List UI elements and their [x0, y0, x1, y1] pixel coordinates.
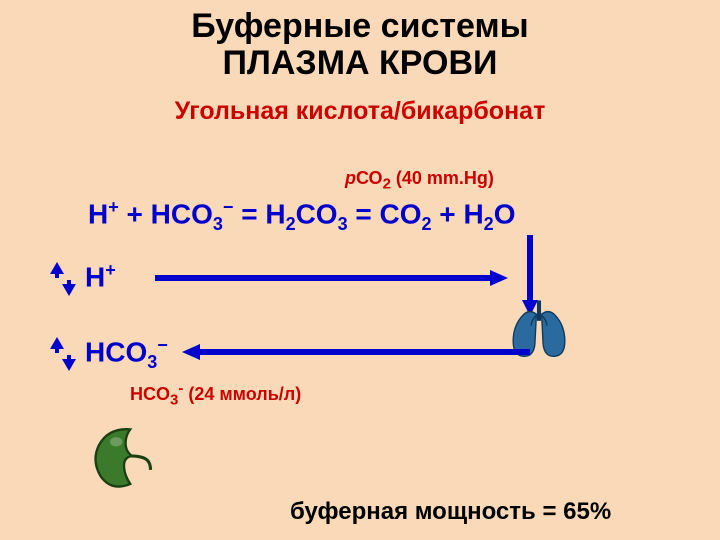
hco3-concentration-label: HCO3- (24 ммоль/л) [130, 380, 301, 409]
main-equation: H+ + HCO3− = H2CO3 = CO2 + H2O [88, 197, 515, 235]
subtitle-text: Угольная кислота/бикарбонат [175, 97, 546, 125]
title-line-1: Буферные системы [0, 8, 720, 45]
buffer-power-label: буферная мощность = 65% [290, 498, 611, 526]
buffer-power-text: буферная мощность = 65% [290, 498, 611, 525]
left-arrow-icon [182, 340, 532, 364]
pco2-label: рСО2 (40 mm.Hg) [345, 168, 494, 193]
updown-arrow-icon [50, 262, 76, 296]
h-plus-label: H+ [85, 260, 116, 293]
slide-title: Буферные системы ПЛАЗМА КРОВИ [0, 0, 720, 83]
subtitle: Угольная кислота/бикарбонат [0, 97, 720, 126]
title-line-2: ПЛАЗМА КРОВИ [0, 45, 720, 82]
right-arrow-icon [155, 266, 510, 290]
hco3-label: HCO3− [85, 335, 168, 373]
updown-arrow-icon [50, 337, 76, 371]
kidney-icon [85, 420, 163, 498]
